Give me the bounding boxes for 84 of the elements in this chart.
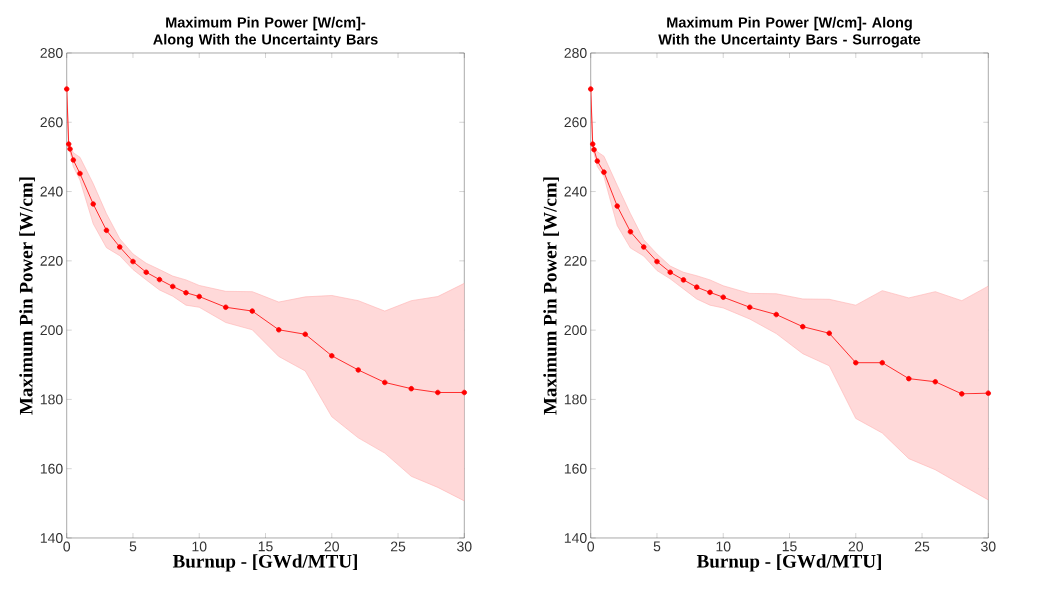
point bbox=[601, 169, 607, 175]
y-axis-title: Maximum Pin Power [W/cm] bbox=[543, 177, 559, 415]
point bbox=[67, 146, 73, 152]
point bbox=[614, 203, 620, 209]
point bbox=[249, 308, 255, 314]
point bbox=[90, 201, 96, 207]
y-tick-label: 200 bbox=[40, 325, 63, 336]
x-tick-label: 15 bbox=[258, 541, 273, 552]
point bbox=[680, 277, 687, 283]
point bbox=[654, 258, 660, 265]
point bbox=[223, 304, 229, 310]
point bbox=[853, 359, 859, 366]
y-tick-label: 260 bbox=[564, 117, 587, 128]
point bbox=[747, 304, 753, 310]
point bbox=[627, 229, 634, 235]
y-axis-title: Maximum Pin Power [W/cm] bbox=[19, 177, 35, 415]
point bbox=[355, 367, 361, 373]
point bbox=[590, 141, 596, 147]
point bbox=[130, 258, 136, 265]
y-tick-label: 180 bbox=[40, 394, 63, 405]
y-tick-label: 220 bbox=[40, 255, 63, 266]
x-tick-label: 15 bbox=[782, 541, 797, 552]
point bbox=[932, 379, 938, 385]
point bbox=[382, 379, 388, 386]
point bbox=[720, 294, 726, 300]
y-tick-label: 220 bbox=[564, 255, 587, 266]
x-tick-label: 30 bbox=[457, 541, 472, 552]
point bbox=[196, 293, 202, 300]
point bbox=[800, 323, 806, 330]
chart-title: Maximum Pin Power [W/cm]- Along With the Uncertainty Bars bbox=[153, 16, 378, 48]
point bbox=[591, 146, 597, 153]
point bbox=[408, 385, 414, 392]
point bbox=[143, 269, 149, 275]
point bbox=[77, 170, 83, 177]
point bbox=[302, 331, 308, 337]
point bbox=[773, 311, 779, 318]
point bbox=[183, 290, 189, 296]
point bbox=[694, 284, 700, 290]
point bbox=[667, 269, 673, 275]
point bbox=[64, 86, 70, 92]
y-tick-label: 280 bbox=[40, 48, 63, 58]
point bbox=[985, 390, 991, 396]
x-tick-label: 0 bbox=[63, 541, 71, 552]
point bbox=[103, 227, 110, 234]
y-tick-label: 240 bbox=[564, 186, 587, 197]
x-tick-label: 5 bbox=[129, 541, 137, 552]
chart-title: Maximum Pin Power [W/cm]- Along With the Uncertainty Bars - Surrogate bbox=[658, 16, 921, 48]
x-tick-label: 10 bbox=[192, 541, 207, 552]
point bbox=[461, 389, 468, 396]
point bbox=[959, 391, 965, 397]
x-tick-label: 25 bbox=[914, 541, 930, 552]
point bbox=[588, 86, 594, 92]
x-tick-label: 10 bbox=[716, 541, 731, 552]
x-tick-label: 20 bbox=[324, 541, 340, 552]
y-tick-label: 140 bbox=[564, 533, 587, 543]
x-tick-label: 20 bbox=[848, 541, 864, 552]
point bbox=[329, 353, 335, 359]
point bbox=[826, 330, 832, 336]
y-tick-label: 240 bbox=[40, 186, 63, 197]
point bbox=[170, 283, 176, 290]
x-tick-label: 5 bbox=[653, 541, 661, 552]
y-tick-label: 160 bbox=[564, 463, 587, 474]
y-tick-label: 260 bbox=[40, 117, 63, 128]
x-tick-label: 25 bbox=[390, 541, 406, 552]
point bbox=[707, 289, 713, 296]
y-tick-label: 280 bbox=[564, 48, 587, 58]
y-tick-label: 160 bbox=[40, 463, 63, 474]
point bbox=[117, 244, 123, 250]
x-axis-title: Burnup - [GWd/MTU] bbox=[696, 554, 881, 572]
point bbox=[594, 158, 601, 164]
point bbox=[156, 276, 163, 283]
x-tick-label: 0 bbox=[587, 541, 595, 552]
point bbox=[879, 359, 885, 366]
point bbox=[435, 389, 441, 396]
x-axis-title: Burnup - [GWd/MTU] bbox=[172, 554, 357, 572]
y-tick-label: 180 bbox=[564, 394, 587, 405]
point bbox=[906, 375, 912, 382]
point bbox=[276, 327, 282, 333]
point bbox=[66, 141, 72, 147]
y-tick-label: 200 bbox=[564, 325, 587, 336]
x-tick-label: 30 bbox=[981, 541, 996, 552]
point bbox=[641, 244, 647, 250]
point bbox=[70, 157, 77, 163]
y-tick-label: 140 bbox=[40, 533, 63, 543]
